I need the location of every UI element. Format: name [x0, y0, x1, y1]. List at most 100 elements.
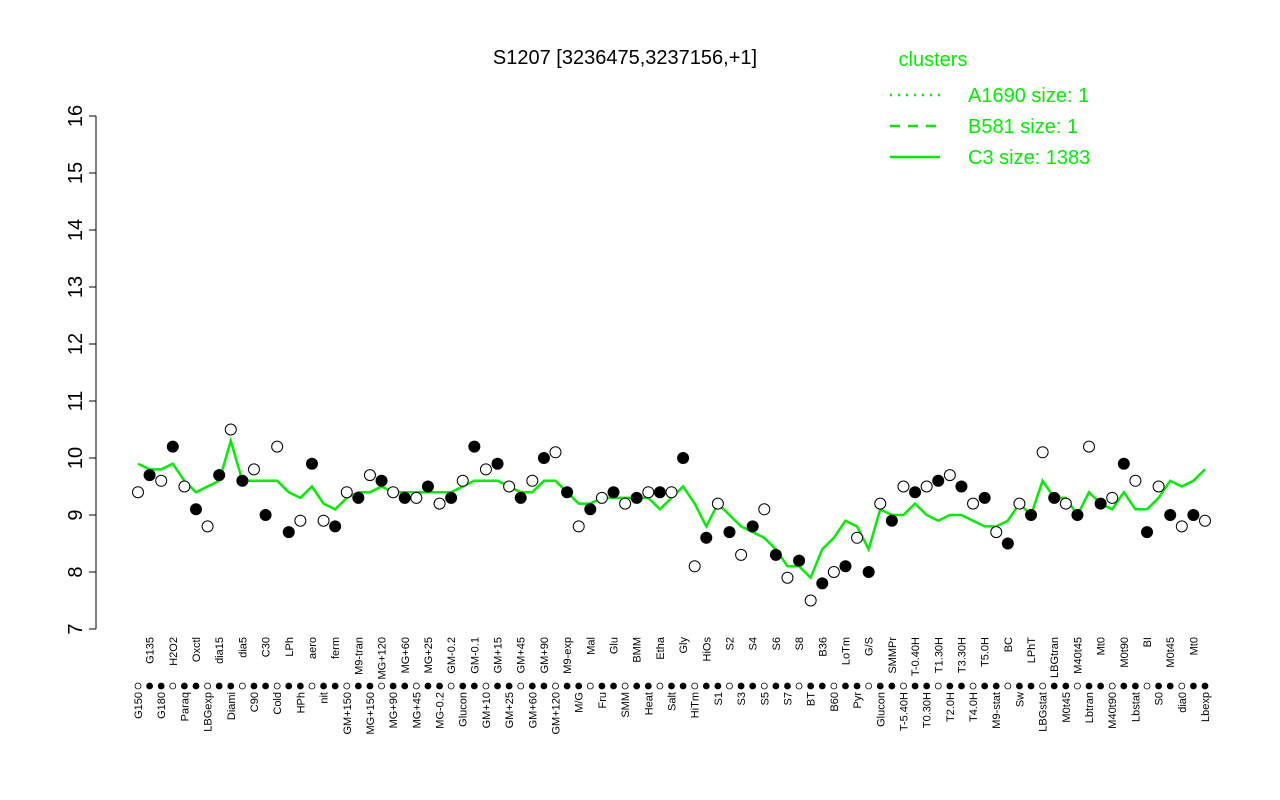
rug [714, 682, 722, 690]
x-tick-label: S8 [794, 637, 806, 650]
data-point [445, 491, 458, 504]
rug [644, 682, 652, 690]
data-point [595, 491, 608, 504]
x-tick-label: LPh [284, 637, 296, 657]
legend-label: A1690 size: 1 [968, 85, 1089, 107]
rug [401, 682, 409, 690]
x-tick-label: S3 [736, 692, 748, 705]
data-point [851, 531, 864, 544]
x-tick-label: MG+25 [423, 637, 435, 673]
x-tick-label: S6 [771, 637, 783, 650]
data-point [839, 560, 852, 573]
rug [1027, 682, 1035, 690]
data-point [410, 491, 423, 504]
data-point [584, 503, 597, 516]
data-point [201, 520, 214, 533]
data-point [398, 491, 411, 504]
x-tick-label: BI [1142, 637, 1154, 647]
x-tick-label: GM+15 [493, 637, 505, 673]
x-tick-label: GM+10 [481, 692, 493, 728]
data-point [294, 514, 307, 527]
data-point [932, 474, 945, 487]
data-point [897, 480, 910, 493]
data-point [456, 474, 469, 487]
x-tick-label: LBGstat [1038, 692, 1050, 732]
x-tick-label: M40t45 [1072, 637, 1084, 674]
rug [691, 682, 699, 690]
y-tick-label: 16 [65, 105, 87, 127]
chart-title: S1207 [3236475,3237156,+1] [493, 47, 757, 69]
data-point [769, 548, 782, 561]
data-point [990, 526, 1003, 539]
rug [900, 682, 907, 690]
data-point [166, 440, 179, 453]
rug [702, 682, 710, 690]
x-tick-label: Glucon [875, 692, 887, 727]
rug [621, 682, 629, 690]
data-point [1071, 509, 1084, 521]
data-point [723, 526, 736, 539]
rug [830, 682, 838, 690]
x-tick-label: ferm [330, 637, 342, 659]
rug [238, 682, 246, 690]
data-point [572, 520, 585, 533]
rug [308, 682, 316, 690]
data-point [526, 474, 539, 487]
x-tick-label: dia0 [1177, 692, 1189, 713]
rug [320, 682, 327, 690]
x-tick-label: MG+150 [365, 692, 377, 735]
rug [969, 682, 977, 690]
x-tick-label: Etha [655, 636, 667, 660]
x-tick-label: Fru [597, 692, 609, 709]
legend-label: C3 size: 1383 [968, 147, 1090, 169]
data-point [282, 526, 295, 539]
x-tick-label: MG-0.2 [435, 692, 447, 729]
x-tick-label: SMM [620, 692, 632, 718]
x-tick-label: B60 [829, 692, 841, 712]
x-tick-label: GM+25 [504, 692, 516, 728]
y-tick-label: 12 [65, 333, 87, 355]
x-tick-label: aero [307, 637, 319, 659]
data-point [642, 486, 655, 499]
x-tick-label: S1 [713, 692, 725, 705]
rug [505, 682, 513, 690]
data-point [758, 503, 771, 516]
rug [1166, 682, 1174, 690]
rug [888, 682, 896, 690]
rug [459, 682, 467, 690]
x-tick-label: HiOs [701, 637, 713, 662]
x-tick-label: G135 [145, 637, 157, 664]
rug [749, 682, 757, 690]
rug [598, 682, 606, 690]
rug [470, 682, 478, 690]
x-tick-label: T1.30H [933, 637, 945, 673]
legend-title: clusters [899, 49, 968, 71]
data-point [1199, 514, 1211, 527]
rug [795, 682, 803, 690]
rug [981, 682, 989, 690]
x-tick-label: GM+60 [527, 692, 539, 728]
data-point [909, 486, 922, 499]
x-tick-label: M9-stat [991, 692, 1003, 729]
rug [366, 682, 374, 690]
rug [378, 682, 385, 690]
legend-label: B581 size: 1 [968, 116, 1078, 138]
data-point [735, 548, 748, 561]
rug [760, 682, 768, 690]
rug [1190, 682, 1197, 690]
rug [494, 682, 501, 690]
x-tick-label: dia15 [214, 637, 226, 664]
x-tick-label: Pyr [852, 692, 864, 709]
data-point [1117, 457, 1130, 470]
rug [146, 682, 153, 690]
rug [447, 682, 455, 690]
x-tick-label: Diami [226, 692, 238, 720]
rug [575, 682, 583, 690]
data-point [955, 480, 968, 493]
data-point [247, 463, 260, 476]
data-point [224, 423, 237, 436]
data-point [700, 531, 713, 544]
x-tick-label: Lbexp [1200, 692, 1212, 722]
data-point [665, 486, 678, 499]
x-tick-label: HiTm [690, 692, 702, 718]
